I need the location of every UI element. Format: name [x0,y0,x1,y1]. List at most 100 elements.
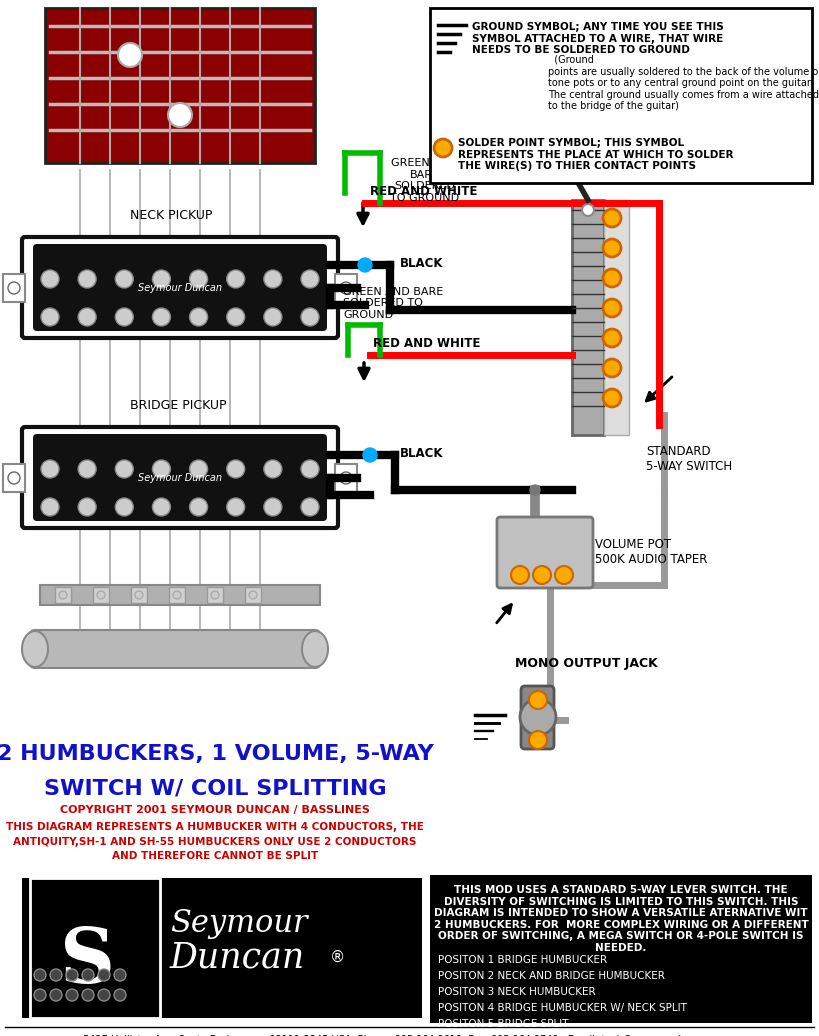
Circle shape [603,209,621,227]
FancyBboxPatch shape [521,686,554,749]
Text: RED AND WHITE: RED AND WHITE [373,337,481,350]
Circle shape [189,498,207,516]
Circle shape [603,239,621,257]
Circle shape [340,472,352,484]
Circle shape [533,566,551,584]
Circle shape [227,460,245,478]
Text: BLACK: BLACK [400,257,444,270]
Text: RED AND WHITE: RED AND WHITE [370,185,477,198]
Circle shape [8,282,20,294]
Bar [430,875,812,1023]
Text: POSITON 5 BRIDGE SPLIT: POSITON 5 BRIDGE SPLIT [438,1019,568,1029]
Text: (Ground
points are usually soldered to the back of the volume or
tone pots or to: (Ground points are usually soldered to t… [548,55,819,112]
Circle shape [529,731,547,749]
Text: ®: ® [330,950,346,965]
Circle shape [98,989,110,1001]
Circle shape [41,460,59,478]
Circle shape [82,969,94,981]
Text: AND THEREFORE CANNOT BE SPLIT: AND THEREFORE CANNOT BE SPLIT [112,851,318,861]
Text: BLACK: BLACK [400,447,444,460]
Ellipse shape [22,631,48,667]
Circle shape [78,460,96,478]
Text: Seymour Duncan: Seymour Duncan [138,473,222,483]
Circle shape [189,308,207,326]
Text: MONO OUTPUT JACK: MONO OUTPUT JACK [515,657,658,670]
Bar [93,587,109,603]
Text: POSITON 1 BRIDGE HUMBUCKER: POSITON 1 BRIDGE HUMBUCKER [438,955,607,965]
Bar [22,877,422,1018]
Circle shape [115,308,133,326]
Circle shape [152,460,170,478]
Text: ANTIQUITY,SH-1 AND SH-55 HUMBUCKERS ONLY USE 2 CONDUCTORS: ANTIQUITY,SH-1 AND SH-55 HUMBUCKERS ONLY… [13,837,417,847]
Bar [45,8,315,163]
Circle shape [363,448,377,462]
Text: Duncan: Duncan [170,940,305,974]
Circle shape [78,498,96,516]
FancyBboxPatch shape [22,237,338,338]
Text: POSITON 4 BRIDGE HUMBUCKER W/ NECK SPLIT: POSITON 4 BRIDGE HUMBUCKER W/ NECK SPLIT [438,1003,687,1013]
Text: STANDARD
5-WAY SWITCH: STANDARD 5-WAY SWITCH [646,445,732,473]
Circle shape [227,270,245,288]
Circle shape [114,969,126,981]
Circle shape [66,989,78,1001]
Circle shape [115,270,133,288]
Circle shape [301,308,319,326]
Circle shape [301,460,319,478]
Circle shape [529,691,547,709]
Circle shape [114,989,126,1001]
Circle shape [301,498,319,516]
Circle shape [135,591,143,599]
Text: VOLUME POT
500K AUDIO TAPER: VOLUME POT 500K AUDIO TAPER [595,538,708,566]
Circle shape [189,270,207,288]
Bar [55,587,71,603]
FancyBboxPatch shape [497,517,593,588]
Circle shape [66,969,78,981]
Circle shape [264,460,282,478]
Circle shape [358,258,372,272]
Circle shape [97,591,105,599]
Circle shape [118,44,142,67]
Circle shape [603,299,621,317]
FancyBboxPatch shape [30,630,320,668]
Circle shape [189,460,207,478]
Text: SOLDER POINT SYMBOL; THIS SYMBOL
REPRESENTS THE PLACE AT WHICH TO SOLDER
THE WIR: SOLDER POINT SYMBOL; THIS SYMBOL REPRESE… [458,138,734,171]
Circle shape [603,359,621,377]
Bar [335,464,357,492]
Circle shape [152,308,170,326]
Bar [169,587,185,603]
Bar [40,585,320,605]
Bar [207,587,223,603]
Text: NECK PICKUP: NECK PICKUP [130,209,212,222]
Bar [604,200,629,435]
Circle shape [78,308,96,326]
Text: THIS MOD USES A STANDARD 5-WAY LEVER SWITCH. THE
DIVERSITY OF SWITCHING IS LIMIT: THIS MOD USES A STANDARD 5-WAY LEVER SWI… [433,885,808,953]
Text: BRIDGE PICKUP: BRIDGE PICKUP [130,399,227,412]
Bar [245,587,261,603]
Circle shape [168,103,192,127]
Circle shape [582,204,594,215]
Circle shape [50,989,62,1001]
Circle shape [603,269,621,287]
Text: GREEN AND
BARE
SOLDERED
TO GROUND: GREEN AND BARE SOLDERED TO GROUND [390,159,459,203]
Circle shape [82,989,94,1001]
Circle shape [115,498,133,516]
Text: GROUND SYMBOL; ANY TIME YOU SEE THIS
SYMBOL ATTACHED TO A WIRE, THAT WIRE
NEEDS : GROUND SYMBOL; ANY TIME YOU SEE THIS SYM… [472,22,724,55]
Bar [335,274,357,303]
FancyBboxPatch shape [33,434,327,521]
Bar [131,587,147,603]
Circle shape [603,329,621,347]
Circle shape [301,270,319,288]
Circle shape [41,498,59,516]
Circle shape [530,485,540,495]
Text: Seymour: Seymour [170,908,308,939]
Circle shape [50,969,62,981]
Circle shape [41,270,59,288]
Circle shape [173,591,181,599]
Circle shape [264,308,282,326]
FancyBboxPatch shape [33,244,327,330]
Text: Seymour Duncan: Seymour Duncan [138,283,222,293]
Circle shape [41,308,59,326]
Bar [430,8,812,183]
Circle shape [8,472,20,484]
Bar [30,877,160,1018]
